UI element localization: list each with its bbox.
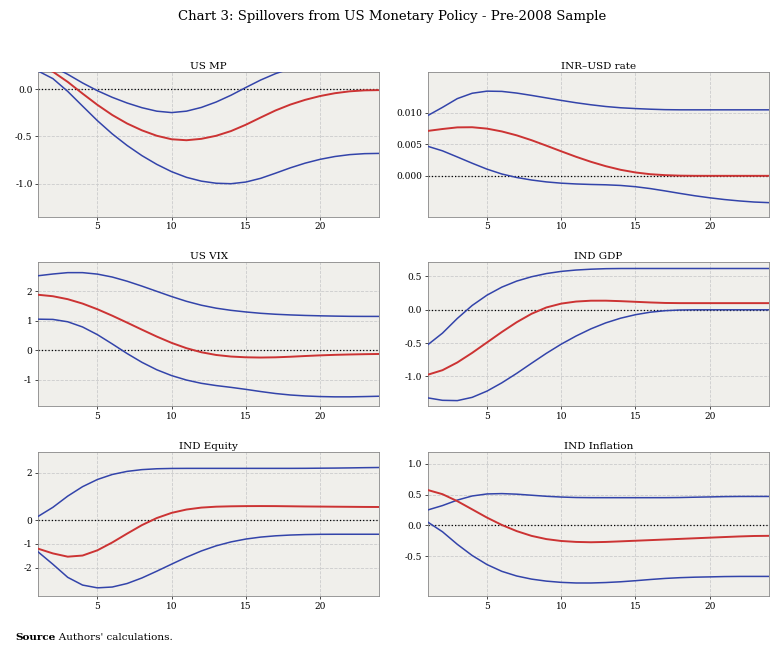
- Title: IND Inflation: IND Inflation: [564, 442, 633, 451]
- Title: US VIX: US VIX: [190, 252, 228, 261]
- Text: : Authors' calculations.: : Authors' calculations.: [52, 633, 172, 642]
- Title: INR–USD rate: INR–USD rate: [561, 63, 636, 72]
- Title: US MP: US MP: [191, 63, 227, 72]
- Title: IND Equity: IND Equity: [180, 442, 238, 451]
- Text: Source: Source: [16, 633, 56, 642]
- Title: IND GDP: IND GDP: [574, 252, 622, 261]
- Text: Chart 3: Spillovers from US Monetary Policy - Pre-2008 Sample: Chart 3: Spillovers from US Monetary Pol…: [178, 10, 606, 23]
